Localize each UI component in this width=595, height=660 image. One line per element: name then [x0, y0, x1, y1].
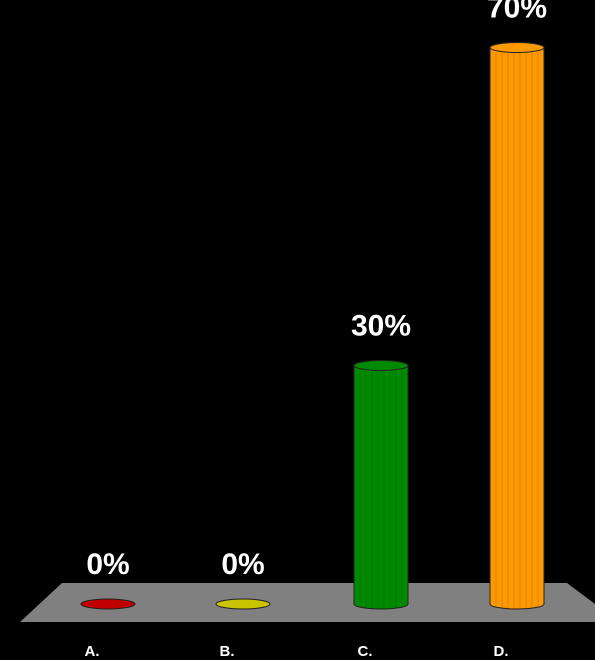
value-label: 30%	[351, 309, 411, 342]
category-label: A.	[85, 643, 100, 660]
category-label: B.	[220, 643, 235, 660]
floor	[20, 583, 595, 622]
bar	[353, 360, 409, 610]
bar	[489, 42, 545, 610]
value-label: 0%	[86, 548, 129, 581]
bar	[80, 598, 136, 610]
value-label: 0%	[221, 548, 264, 581]
bar	[215, 598, 271, 610]
value-label: 70%	[487, 0, 547, 24]
category-label: D.	[494, 643, 509, 660]
bar-top	[489, 42, 545, 53]
bar-top	[353, 360, 409, 371]
category-label: C.	[358, 643, 373, 660]
